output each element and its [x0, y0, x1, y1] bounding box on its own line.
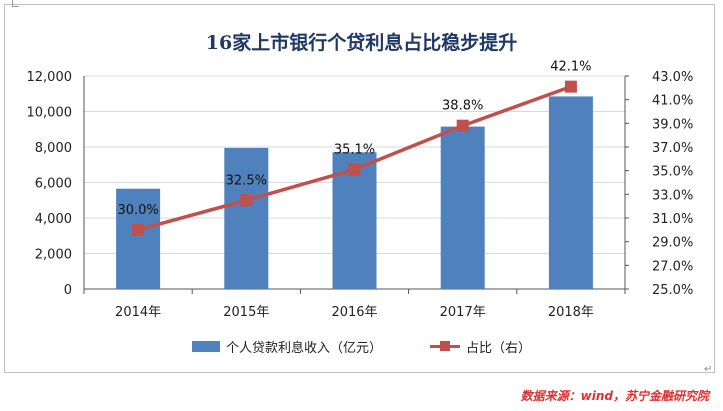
right-axis-tick-label: 29.0% [652, 236, 693, 251]
x-axis-tick-label: 2018年 [548, 305, 594, 320]
chart-legend: 个人贷款利息收入（亿元） 占比（右） [0, 337, 723, 356]
legend-bar-label: 个人贷款利息收入（亿元） [225, 341, 382, 356]
corner-mark [12, 0, 19, 7]
bar-5 [548, 96, 593, 289]
ratio-marker-5 [564, 80, 577, 93]
ratio-data-label: 30.0% [117, 203, 158, 218]
ratio-data-label: 32.5% [226, 173, 267, 188]
left-axis-tick-label: 10,000 [27, 106, 73, 121]
left-axis-tick-label: 4,000 [35, 212, 72, 227]
right-axis-tick-label: 25.0% [652, 283, 693, 298]
right-axis-tick-label: 37.0% [652, 141, 693, 156]
left-axis-tick-label: 2,000 [35, 248, 72, 263]
x-axis-tick-label: 2017年 [440, 305, 486, 320]
bar-2 [224, 147, 269, 289]
ratio-marker-1 [132, 223, 145, 236]
legend-item-bar: 个人贷款利息收入（亿元） [191, 337, 382, 356]
paragraph-return-mark: ↵ [704, 364, 713, 375]
left-axis-tick-label: 8,000 [35, 141, 72, 156]
ratio-data-label: 38.8% [442, 99, 483, 114]
bar-4 [440, 126, 485, 290]
legend-line-label: 占比（右） [466, 341, 532, 356]
right-axis-tick-label: 41.0% [652, 94, 693, 109]
right-axis-tick-label: 39.0% [652, 117, 693, 132]
legend-line-swatch [430, 341, 460, 352]
ratio-marker-2 [240, 194, 253, 207]
bar-1 [116, 188, 161, 289]
legend-item-line: 占比（右） [430, 337, 531, 356]
ratio-marker-3 [348, 163, 361, 176]
x-axis-tick-label: 2014年 [115, 305, 161, 320]
left-axis-tick-label: 0 [64, 283, 72, 298]
left-axis-tick-label: 12,000 [27, 70, 73, 85]
ratio-data-label: 35.1% [334, 142, 375, 157]
x-axis-tick-label: 2015年 [223, 305, 269, 320]
right-axis-tick-label: 27.0% [652, 259, 693, 274]
chart-title: 16家上市银行个贷利息占比稳步提升 [205, 32, 518, 54]
source-note: 数据来源：wind，苏宁金融研究院 [520, 389, 709, 403]
right-axis-tick-label: 33.0% [652, 188, 693, 203]
legend-bar-swatch [191, 341, 220, 352]
ratio-data-label: 42.1% [550, 60, 591, 75]
ratio-marker-4 [456, 119, 469, 132]
right-axis-tick-label: 43.0% [652, 70, 693, 85]
right-axis-tick-label: 35.0% [652, 165, 693, 180]
right-axis-tick-label: 31.0% [652, 212, 693, 227]
left-axis-tick-label: 6,000 [35, 177, 72, 192]
x-axis-tick-label: 2016年 [331, 305, 377, 320]
